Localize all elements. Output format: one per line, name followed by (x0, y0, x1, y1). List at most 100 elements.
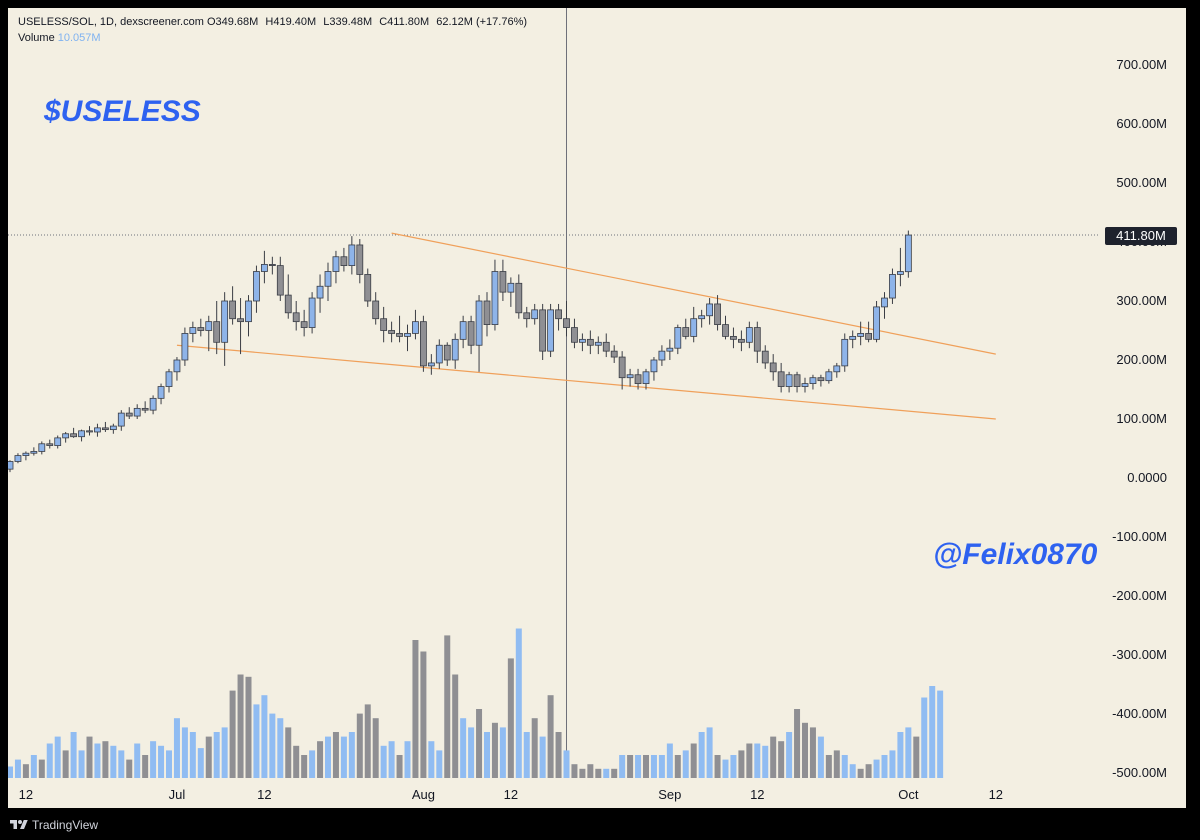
volume-bar (595, 768, 602, 778)
y-axis-tick-label: 500.00M (1116, 175, 1167, 190)
ohlc-legend: USELESS/SOL, 1D, dexscreener.com O349.68… (18, 16, 528, 28)
volume-bar (897, 732, 904, 778)
volume-bar (8, 766, 13, 778)
candle-body (348, 244, 356, 266)
candle-body (841, 338, 849, 367)
tradingview-brand: TradingView (32, 818, 99, 832)
candle-body (817, 377, 825, 382)
volume-bar (285, 727, 292, 778)
volume-bar (301, 755, 308, 778)
y-axis-tick-label: -100.00M (1112, 529, 1167, 544)
volume-bar (857, 768, 864, 778)
volume-bar (380, 745, 387, 778)
volume-bar (396, 755, 403, 778)
volume-bar (889, 750, 896, 778)
volume-bar (873, 759, 880, 778)
volume-bar (786, 732, 793, 778)
candle-body (539, 309, 547, 352)
volume-bar (603, 768, 610, 778)
candle-body (165, 371, 173, 387)
candle-body (197, 327, 205, 331)
ticker-annotation: $USELESS (44, 95, 201, 128)
candle-body (284, 294, 292, 314)
candle-body (372, 300, 380, 320)
candle-body (221, 300, 229, 343)
candle-body (125, 412, 133, 417)
candle-body (738, 338, 745, 343)
candle-body (730, 335, 737, 340)
volume-bar (62, 750, 69, 778)
candle-body (22, 452, 30, 456)
candle-body (634, 374, 642, 385)
volume-bar (126, 759, 133, 778)
chart-plot-area[interactable]: 700.00M600.00M500.00M400.00M300.00M200.0… (8, 8, 1186, 808)
candle-body (8, 461, 14, 470)
volume-bar (762, 745, 769, 778)
volume-bar (110, 745, 117, 778)
candle-body (443, 344, 451, 361)
y-axis-tick-label: -300.00M (1112, 647, 1167, 662)
y-axis-tick-label: 300.00M (1116, 293, 1167, 308)
candlestick-chart[interactable]: 700.00M600.00M500.00M400.00M300.00M200.0… (8, 8, 1186, 808)
candle-body (650, 359, 658, 373)
candle-body (451, 338, 459, 361)
candle-body (881, 297, 888, 308)
volume-bar (770, 736, 777, 778)
volume-bar (229, 690, 236, 778)
volume-bar (388, 741, 395, 778)
candle-body (205, 321, 213, 331)
volume-bar (444, 635, 451, 778)
candle-body (865, 333, 872, 340)
volume-bar (539, 736, 546, 778)
volume-bar (746, 743, 753, 778)
volume-bar (937, 690, 944, 778)
candle-body (602, 341, 610, 352)
trendline (391, 232, 996, 355)
x-axis-tick-label: 12 (257, 787, 271, 802)
candle-body (706, 303, 713, 317)
y-axis-tick-label: 0.0000 (1127, 470, 1167, 485)
candle-body (658, 350, 666, 361)
x-axis-tick-label: 12 (19, 787, 33, 802)
volume-bar (833, 750, 840, 778)
candle-body (904, 234, 912, 273)
volume-bar (46, 743, 53, 778)
candle-body (690, 318, 698, 337)
candle-body (117, 412, 125, 427)
volume-bar (563, 750, 570, 778)
candle-body (785, 374, 793, 387)
volume-bar (78, 750, 85, 778)
volume-bar (213, 732, 220, 778)
volume-bar (364, 704, 371, 778)
volume-bar (682, 750, 689, 778)
candle-body (467, 321, 475, 346)
volume-bar (714, 755, 721, 778)
candle-body (396, 333, 403, 337)
symbol-label: USELESS/SOL, 1D, dexscreener.com (18, 16, 204, 28)
volume-bar (253, 704, 260, 778)
open-value: 349.68M (215, 16, 259, 28)
footer-bar: TradingView (0, 810, 1200, 840)
volume-bar (531, 718, 538, 778)
volume-bar (499, 727, 506, 778)
candle-body (292, 312, 300, 323)
candle-body (276, 265, 284, 296)
candle-body (157, 386, 165, 399)
candle-body (857, 333, 865, 337)
volume-bar (86, 736, 93, 778)
candle-body (419, 321, 427, 367)
volume-bar (881, 755, 888, 778)
volume-bar (841, 755, 848, 778)
volume-bar (571, 764, 578, 778)
candle-body (324, 271, 332, 287)
x-axis-tick-label: 12 (750, 787, 764, 802)
y-axis-tick-label: 200.00M (1116, 352, 1167, 367)
candle-body (316, 285, 324, 299)
candle-body (642, 371, 650, 384)
volume-bar (523, 732, 530, 778)
candle-body (666, 347, 674, 352)
candle-body (14, 455, 22, 462)
candle-body (173, 359, 181, 373)
candle-body (149, 397, 157, 411)
volume-bar (515, 628, 522, 778)
